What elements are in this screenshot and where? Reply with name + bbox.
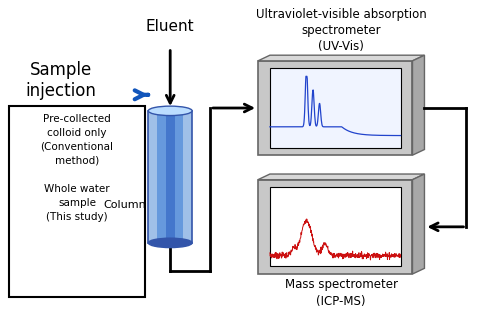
Text: Sample
injection: Sample injection [25,61,96,100]
Bar [9,106,145,297]
Polygon shape [258,61,412,155]
Polygon shape [412,174,424,274]
Bar [148,111,157,243]
Polygon shape [258,55,424,61]
Text: Ultraviolet-visible absorption
spectrometer
(UV-Vis): Ultraviolet-visible absorption spectrome… [256,8,427,53]
Bar [175,111,183,243]
Text: Column: Column [104,200,146,210]
Text: Pre-collected
colloid only
(Conventional
method)

Whole water
sample
(This study: Pre-collected colloid only (Conventional… [40,114,113,222]
Bar [148,111,192,243]
Bar [166,111,175,243]
Polygon shape [258,180,412,274]
Bar [183,111,192,243]
Text: Eluent: Eluent [146,19,194,34]
Ellipse shape [148,106,192,116]
Ellipse shape [148,238,192,247]
Bar [157,111,166,243]
Polygon shape [258,174,424,180]
Bar [270,187,400,267]
Polygon shape [412,55,424,155]
Text: Mass spectrometer
(ICP-MS): Mass spectrometer (ICP-MS) [285,278,398,308]
Bar [270,68,400,148]
